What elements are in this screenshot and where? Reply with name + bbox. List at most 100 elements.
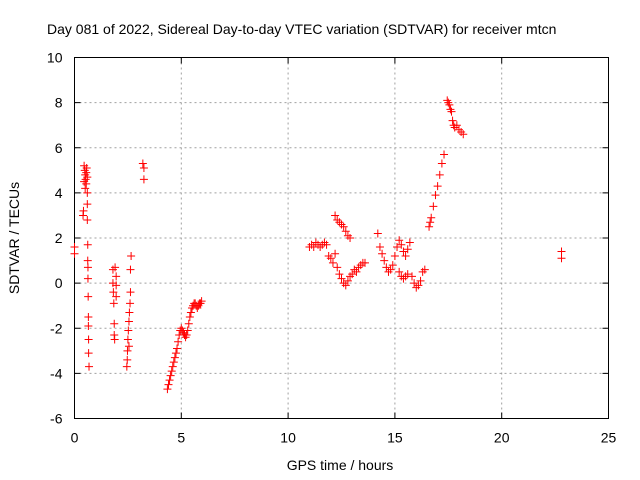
data-point [333,263,342,272]
data-point [169,358,178,367]
x-ticks: 0 5 10 15 20 25 [71,57,616,446]
data-point [356,261,365,270]
data-point [426,218,435,227]
data-point [322,240,331,249]
data-point [112,281,121,290]
data-point [420,265,429,274]
data-point [405,238,414,247]
data-point [185,312,194,321]
data-point [454,125,463,134]
data-point [348,270,357,279]
x-tick-label: 0 [71,430,79,446]
data-point [84,349,93,358]
data-point [123,335,132,344]
data-point [111,263,120,272]
data-point [375,243,384,252]
data-point [399,247,408,256]
data-point [83,215,92,224]
data-point [360,258,369,267]
data-point [418,267,427,276]
data-point [378,249,387,258]
data-point [125,308,134,317]
data-point [341,281,350,290]
data-point [335,270,344,279]
data-point [182,331,191,340]
data-point [425,222,434,231]
data-point [437,159,446,168]
data-point [328,258,337,267]
data-point [112,272,121,281]
data-point [445,100,454,109]
data-point [333,215,342,224]
x-tick-label: 15 [387,430,403,446]
data-point [350,265,359,274]
data-point [165,376,174,385]
x-tick-label: 5 [177,430,185,446]
data-point [339,222,348,231]
data-point [414,281,423,290]
data-point [83,188,92,197]
data-point [399,274,408,283]
data-point [557,247,566,256]
data-point [138,159,147,168]
data-point [440,150,449,159]
x-tick-label: 20 [494,430,510,446]
data-point [397,240,406,249]
data-point [395,267,404,276]
y-axis-label: SDTVAR / TECUs [6,182,22,294]
data-point [324,252,333,261]
data-point [168,362,177,371]
data-point [339,279,348,288]
data-point [384,267,393,276]
data-point [416,276,425,285]
x-axis-label: GPS time / hours [287,457,394,473]
data-point [337,220,346,229]
data-point [112,292,121,301]
data-point [346,234,355,242]
data-point [343,276,352,285]
data-point [139,175,148,184]
data-point [171,349,180,358]
data-point [412,283,421,292]
data-point [122,362,131,371]
data-point [83,173,92,182]
data-point [390,252,399,261]
data-point [431,191,440,200]
data-point [82,179,91,188]
data-point [85,362,94,371]
y-tick-label: 8 [55,95,63,111]
data-point [337,274,346,283]
data-point [395,236,404,245]
data-point [343,231,352,240]
y-tick-label: 6 [55,140,63,156]
data-point [448,116,457,125]
data-point [126,265,135,274]
data-point [331,211,340,220]
data-point [70,243,79,252]
y-tick-label: -4 [50,365,63,381]
data-point [427,213,436,222]
data-point [170,353,179,362]
data-point [81,175,90,184]
data-point [326,254,335,263]
data-point [79,206,88,215]
data-point [183,326,192,335]
y-tick-label: 2 [55,230,63,246]
data-point [186,308,195,317]
data-point [83,263,92,272]
data-point [341,227,350,236]
data-point [84,312,93,321]
data-point [346,272,355,281]
data-point [452,121,461,130]
data-point [354,263,363,272]
chart-title: Day 081 of 2022, Sidereal Day-to-day VTE… [47,21,556,37]
data-point [124,342,133,351]
data-point [429,202,438,211]
data-point [403,270,412,279]
data-point [352,267,361,276]
data-point [83,256,92,265]
data-point [126,299,135,308]
data-point [444,98,453,107]
data-point [446,105,455,114]
